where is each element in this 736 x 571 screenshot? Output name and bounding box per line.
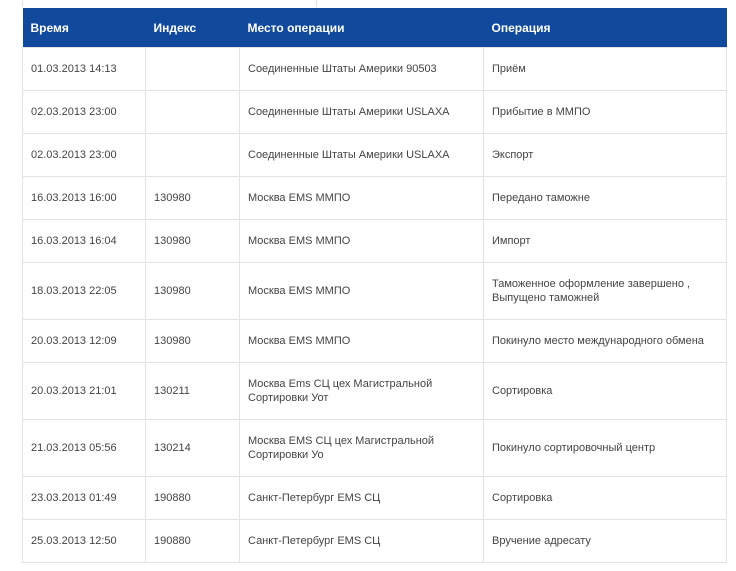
cell-time: 21.03.2013 05:56	[22, 419, 146, 477]
cell-time: 20.03.2013 21:01	[22, 362, 146, 420]
cell-operation: Покинуло сортировочный центр	[483, 419, 727, 477]
tracking-table: Время Индекс Место операции Операция 01.…	[22, 8, 727, 563]
cell-place: Москва EMS СЦ цех Магистральной Сортиров…	[239, 419, 484, 477]
header-place: Место операции	[239, 8, 484, 48]
table-row: 20.03.2013 12:09 130980 Москва EMS ММПО Пок…	[22, 319, 727, 363]
cell-operation: Таможенное оформление завершено , Выпуще…	[483, 262, 727, 320]
cell-time: 18.03.2013 22:05	[22, 262, 146, 320]
cell-operation: Прибытие в ММПО	[483, 90, 727, 134]
table-row: 16.03.2013 16:04 130980 Москва EMS ММПО Имп…	[22, 219, 727, 263]
cell-operation: Покинуло место международного обмена	[483, 319, 727, 363]
cell-index	[145, 133, 240, 177]
cell-index: 130980	[145, 319, 240, 363]
table-header: Время Индекс Место операции Операция	[22, 8, 727, 48]
cell-operation: Сортировка	[483, 476, 727, 520]
cell-place: Москва EMS ММПО	[239, 219, 484, 263]
cell-operation: Приём	[483, 47, 727, 91]
cell-time: 02.03.2013 23:00	[22, 90, 146, 134]
table-row: 02.03.2013 23:00 Соединенные Штаты Америк…	[22, 133, 727, 177]
cell-index	[145, 47, 240, 91]
cell-time: 16.03.2013 16:04	[22, 219, 146, 263]
cell-time: 02.03.2013 23:00	[22, 133, 146, 177]
cell-index: 130980	[145, 176, 240, 220]
table-row: 21.03.2013 05:56 130214 Москва EMS СЦ цех …	[22, 419, 727, 477]
cell-index: 190880	[145, 476, 240, 520]
cell-time: 25.03.2013 12:50	[22, 519, 146, 563]
cell-operation: Сортировка	[483, 362, 727, 420]
cell-place: Москва EMS ММПО	[239, 262, 484, 320]
cell-index: 130980	[145, 262, 240, 320]
cell-place: Москва Ems СЦ цех Магистральной Сортиров…	[239, 362, 484, 420]
cell-index: 190880	[145, 519, 240, 563]
cell-place: Санкт-Петербург EMS СЦ	[239, 476, 484, 520]
table-row: 20.03.2013 21:01 130211 Москва Ems СЦ цех …	[22, 362, 727, 420]
table-row: 16.03.2013 16:00 130980 Москва EMS ММПО Пер…	[22, 176, 727, 220]
cell-operation: Импорт	[483, 219, 727, 263]
cell-place: Соединенные Штаты Америки 90503	[239, 47, 484, 91]
cell-place: Москва EMS ММПО	[239, 319, 484, 363]
cell-time: 01.03.2013 14:13	[22, 47, 146, 91]
cell-index: 130980	[145, 219, 240, 263]
cell-index	[145, 90, 240, 134]
cell-operation: Экспорт	[483, 133, 727, 177]
table-row: 18.03.2013 22:05 130980 Москва EMS ММПО Там…	[22, 262, 727, 320]
cell-index: 130211	[145, 362, 240, 420]
cell-operation: Передано таможне	[483, 176, 727, 220]
table-row: 01.03.2013 14:13 Соединенные Штаты Америк…	[22, 47, 727, 91]
table-row: 23.03.2013 01:49 190880 Санкт-Петербург EM…	[22, 476, 727, 520]
table-row: 02.03.2013 23:00 Соединенные Штаты Америк…	[22, 90, 727, 134]
cell-time: 20.03.2013 12:09	[22, 319, 146, 363]
cell-time: 16.03.2013 16:00	[22, 176, 146, 220]
cell-place: Соединенные Штаты Америки USLAXA	[239, 133, 484, 177]
header-index: Индекс	[145, 8, 240, 48]
cell-index: 130214	[145, 419, 240, 477]
cell-operation: Вручение адресату	[483, 519, 727, 563]
cell-time: 23.03.2013 01:49	[22, 476, 146, 520]
header-operation: Операция	[483, 8, 727, 48]
cell-place: Москва EMS ММПО	[239, 176, 484, 220]
previous-block-edge	[22, 0, 317, 7]
cell-place: Санкт-Петербург EMS СЦ	[239, 519, 484, 563]
cell-place: Соединенные Штаты Америки USLAXA	[239, 90, 484, 134]
table-row: 25.03.2013 12:50 190880 Санкт-Петербург EM…	[22, 519, 727, 563]
header-time: Время	[22, 8, 146, 48]
